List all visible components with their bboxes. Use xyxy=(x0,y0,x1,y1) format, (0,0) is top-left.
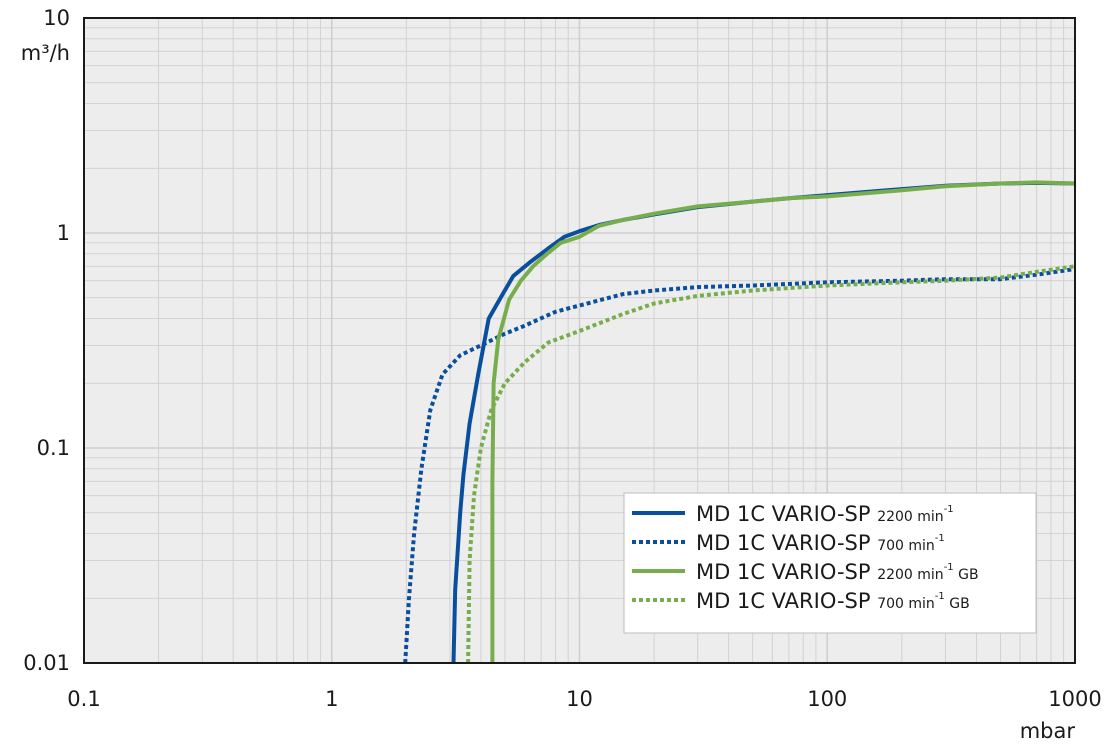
x-tick-label: 0.1 xyxy=(67,687,100,711)
legend: MD 1C VARIO-SP 2200 min-1MD 1C VARIO-SP … xyxy=(624,493,1036,633)
y-axis-ticks: 0.01 0.1 1 10 xyxy=(23,6,70,675)
x-axis-ticks: 0.1 1 10 100 1000 xyxy=(67,687,1101,711)
y-tick-label: 1 xyxy=(57,221,70,245)
x-tick-label: 1000 xyxy=(1048,687,1101,711)
y-axis-unit: m³/h xyxy=(21,41,70,65)
x-tick-label: 1 xyxy=(325,687,338,711)
y-tick-label: 10 xyxy=(43,6,70,30)
y-tick-label: 0.01 xyxy=(23,651,70,675)
x-tick-label: 100 xyxy=(807,687,847,711)
y-tick-label: 0.1 xyxy=(37,436,70,460)
x-axis-unit: mbar xyxy=(1020,719,1076,743)
x-tick-label: 10 xyxy=(566,687,593,711)
